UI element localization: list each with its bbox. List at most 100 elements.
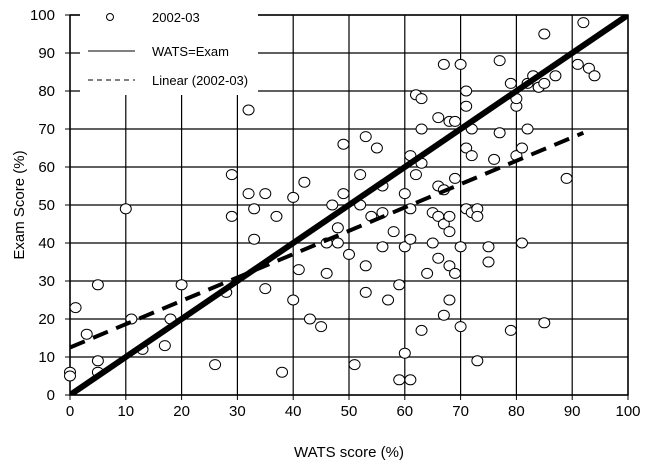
data-point: [437, 309, 450, 321]
data-point: [91, 355, 104, 367]
data-point: [482, 256, 495, 268]
data-point: [415, 324, 428, 336]
y-tick-label: 40: [38, 235, 55, 252]
data-point: [359, 260, 372, 272]
data-point: [404, 374, 417, 386]
data-point: [415, 123, 428, 135]
y-axis-title: Exam Score (%): [11, 150, 28, 259]
data-point: [343, 248, 355, 260]
identity-line: [70, 15, 628, 395]
data-point: [359, 131, 372, 143]
data-point: [398, 188, 411, 200]
data-point: [370, 142, 383, 154]
data-point: [409, 169, 422, 181]
x-tick-label: 10: [117, 403, 134, 420]
y-tick-label: 10: [38, 349, 55, 366]
data-point: [488, 153, 501, 165]
data-point: [242, 104, 255, 116]
y-tick-label: 100: [30, 7, 55, 24]
data-point: [209, 359, 222, 371]
data-point: [437, 58, 450, 70]
data-point: [538, 317, 551, 329]
data-point: [471, 210, 484, 222]
x-tick-label: 100: [615, 403, 640, 420]
y-tick-label: 70: [38, 121, 55, 138]
legend-label: WATS=Exam: [152, 44, 229, 59]
data-point: [331, 222, 344, 234]
data-point: [538, 28, 551, 40]
data-point: [493, 55, 506, 67]
data-point: [460, 142, 473, 154]
y-tick-label: 90: [38, 45, 55, 62]
y-tick-label: 60: [38, 159, 55, 176]
data-point: [449, 267, 462, 279]
data-point: [449, 172, 462, 184]
legend: 2002-03 WATS=Exam Linear (2002-03): [80, 3, 258, 95]
x-tick-label: 80: [508, 403, 525, 420]
data-point: [432, 252, 445, 264]
x-tick-label: 20: [173, 403, 190, 420]
data-point: [465, 150, 478, 162]
data-point: [549, 70, 562, 82]
data-point: [471, 355, 484, 367]
x-tick-label: 60: [396, 403, 413, 420]
data-point: [91, 279, 104, 291]
data-point: [69, 302, 82, 314]
data-point: [80, 328, 93, 340]
data-point: [337, 188, 350, 200]
data-point: [443, 226, 456, 238]
data-point: [359, 286, 372, 298]
x-tick-label: 40: [285, 403, 302, 420]
data-point: [404, 233, 417, 245]
data-point: [454, 58, 467, 70]
data-point: [398, 241, 411, 253]
legend-marker-symbol: [106, 13, 114, 21]
legend-label: 2002-03: [152, 10, 200, 25]
data-point: [315, 321, 328, 333]
series-layer: [64, 15, 628, 395]
data-point: [454, 321, 467, 333]
data-point: [398, 347, 411, 359]
data-point: [298, 176, 311, 188]
data-point: [560, 172, 573, 184]
data-point: [443, 210, 456, 222]
data-point: [393, 374, 406, 386]
data-point: [460, 100, 473, 112]
data-point: [259, 283, 272, 295]
data-point: [504, 324, 517, 336]
data-point: [449, 115, 462, 127]
y-tick-label: 0: [47, 387, 55, 404]
y-tick-label: 30: [38, 273, 55, 290]
data-point: [387, 226, 400, 238]
data-point: [393, 279, 406, 291]
data-point: [225, 210, 238, 222]
data-point: [337, 138, 350, 150]
data-point: [577, 17, 590, 29]
data-point: [421, 267, 434, 279]
x-tick-label: 30: [229, 403, 246, 420]
data-point: [292, 264, 305, 276]
x-tick-label: 70: [452, 403, 469, 420]
data-point: [175, 279, 188, 291]
data-point: [320, 267, 333, 279]
data-point: [119, 203, 132, 215]
data-point: [515, 142, 528, 154]
data-point: [287, 294, 300, 306]
data-point: [493, 127, 506, 139]
trend-line: [69, 130, 585, 350]
data-point: [443, 294, 456, 306]
data-point: [64, 370, 76, 382]
data-point: [303, 313, 316, 325]
data-point: [348, 359, 361, 371]
data-point: [270, 210, 283, 222]
data-point: [571, 58, 584, 70]
data-point: [354, 169, 367, 181]
x-tick-label: 50: [341, 403, 358, 420]
data-point: [482, 241, 495, 253]
axis-ticks: 0 10 20 30 40 50 60 70 80 90 100 0 10 20 30 40 50 60 70 80 9…: [30, 7, 641, 420]
data-point: [225, 169, 238, 181]
data-point: [331, 237, 344, 249]
data-point: [248, 233, 261, 245]
